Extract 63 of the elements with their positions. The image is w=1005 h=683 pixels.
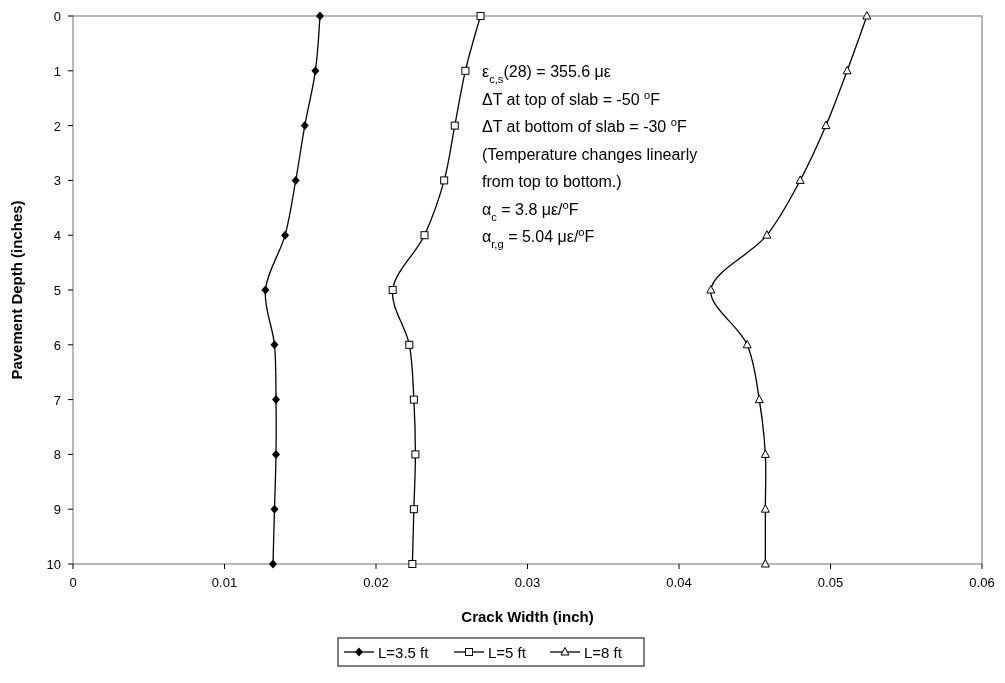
point bbox=[408, 560, 417, 568]
y-tick-label: 7 bbox=[53, 392, 61, 408]
y-tick-label: 10 bbox=[46, 557, 61, 572]
point bbox=[762, 230, 772, 239]
point bbox=[270, 504, 279, 514]
legend-label: L=3.5 ft bbox=[378, 644, 430, 661]
y-axis-title: Pavement Depth (inches) bbox=[8, 200, 25, 380]
x-tick-label: 0.04 bbox=[666, 575, 692, 590]
y-tick-label: 5 bbox=[53, 283, 61, 298]
point bbox=[754, 394, 764, 404]
point bbox=[842, 65, 852, 75]
point bbox=[760, 559, 770, 568]
x-axis-title: Crack Width (inch) bbox=[461, 608, 594, 625]
y-tick-label: 0 bbox=[53, 9, 61, 24]
y-tick-label: 1 bbox=[53, 63, 61, 79]
point bbox=[291, 175, 300, 185]
point bbox=[461, 66, 470, 75]
legend-label: L=5 ft bbox=[488, 644, 527, 661]
y-tick-label: 2 bbox=[53, 118, 61, 134]
x-tick-label: 0.02 bbox=[363, 575, 389, 590]
x-tick-label: 0.06 bbox=[969, 575, 995, 590]
annotation: α$_{c}$ = 3.8 με/$^{o}$F bbox=[482, 198, 579, 223]
point bbox=[409, 505, 418, 514]
point bbox=[476, 12, 485, 20]
point bbox=[411, 450, 420, 459]
x-tick-label: 0 bbox=[69, 575, 77, 590]
point bbox=[268, 559, 277, 569]
point bbox=[409, 395, 418, 404]
annotation: ΔT at bottom of slab = -30 $^{o}$F bbox=[482, 116, 687, 135]
annotation: α$_{r,g}$ = 5.04 με/$^{o}$F bbox=[482, 226, 595, 250]
point bbox=[760, 449, 770, 458]
point bbox=[405, 340, 414, 349]
y-tick-label: 6 bbox=[53, 337, 61, 353]
point bbox=[760, 504, 770, 513]
point bbox=[388, 286, 397, 294]
point bbox=[315, 11, 324, 21]
annotation: ΔT at top of slab = -50 $^{o}$F bbox=[482, 88, 661, 108]
y-tick-label: 3 bbox=[53, 173, 61, 189]
y-tick-label: 4 bbox=[53, 228, 61, 244]
y-tick-label: 8 bbox=[53, 447, 61, 463]
point bbox=[821, 120, 831, 130]
point bbox=[795, 175, 805, 184]
point bbox=[272, 395, 281, 405]
point bbox=[742, 339, 752, 349]
point bbox=[420, 231, 429, 240]
point bbox=[270, 340, 279, 350]
point bbox=[706, 285, 716, 294]
point bbox=[300, 121, 309, 131]
x-tick-label: 0.05 bbox=[817, 575, 844, 590]
point bbox=[440, 176, 449, 185]
point bbox=[281, 230, 290, 240]
point bbox=[261, 285, 270, 295]
point bbox=[862, 11, 872, 20]
x-tick-label: 0.01 bbox=[211, 575, 238, 590]
y-tick-label: 9 bbox=[53, 502, 61, 518]
annotation: ε$_{c,s}$(28) = 355.6 με bbox=[482, 63, 611, 85]
legend-label: L=8 ft bbox=[584, 644, 623, 661]
point bbox=[311, 66, 320, 76]
x-tick-label: 0.03 bbox=[514, 575, 541, 590]
annotation: (Temperature changes linearly bbox=[482, 145, 698, 163]
annotation: from top to bottom.) bbox=[482, 173, 622, 190]
point bbox=[272, 449, 281, 459]
point bbox=[450, 121, 459, 130]
